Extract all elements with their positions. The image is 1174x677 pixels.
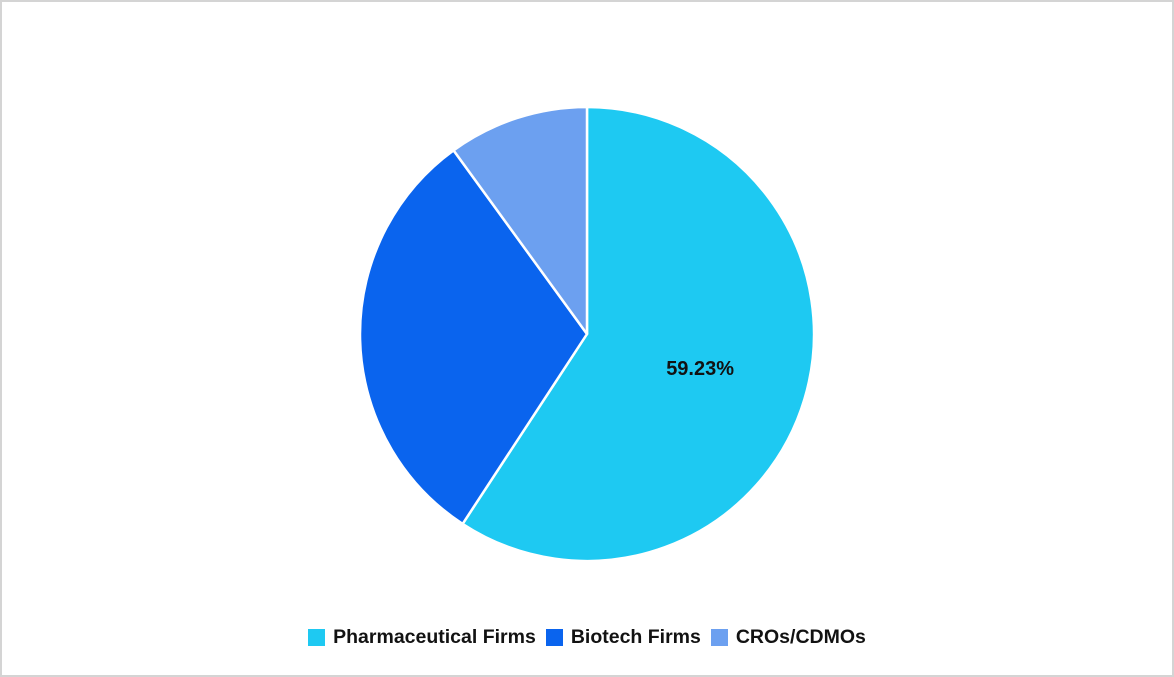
legend-swatch-cros-cdmos-icon xyxy=(710,629,728,646)
legend-swatch-pharmaceutical-firms-icon xyxy=(308,629,326,646)
legend-item-cros-cdmos[interactable]: CROs/CDMOs xyxy=(710,626,866,649)
pie-slice-biotech-firms[interactable] xyxy=(358,149,589,526)
legend-swatch-biotech-firms-icon xyxy=(545,629,563,646)
pie-slice-pharmaceutical-firms[interactable] xyxy=(461,105,816,563)
pie-slice-cros-cdmos[interactable] xyxy=(452,105,589,336)
legend-item-pharmaceutical-firms[interactable]: Pharmaceutical Firms xyxy=(308,626,536,649)
pie-data-label-pharmaceutical-firms: 59.23% xyxy=(666,358,734,380)
legend-item-biotech-firms[interactable]: Biotech Firms xyxy=(545,626,701,649)
legend-label-biotech-firms: Biotech Firms xyxy=(570,626,701,648)
legend-label-cros-cdmos: CROs/CDMOs xyxy=(735,626,866,648)
legend: Pharmaceutical Firms Biotech Firms CROs/… xyxy=(2,626,1172,649)
legend-label-pharmaceutical-firms: Pharmaceutical Firms xyxy=(333,626,536,648)
